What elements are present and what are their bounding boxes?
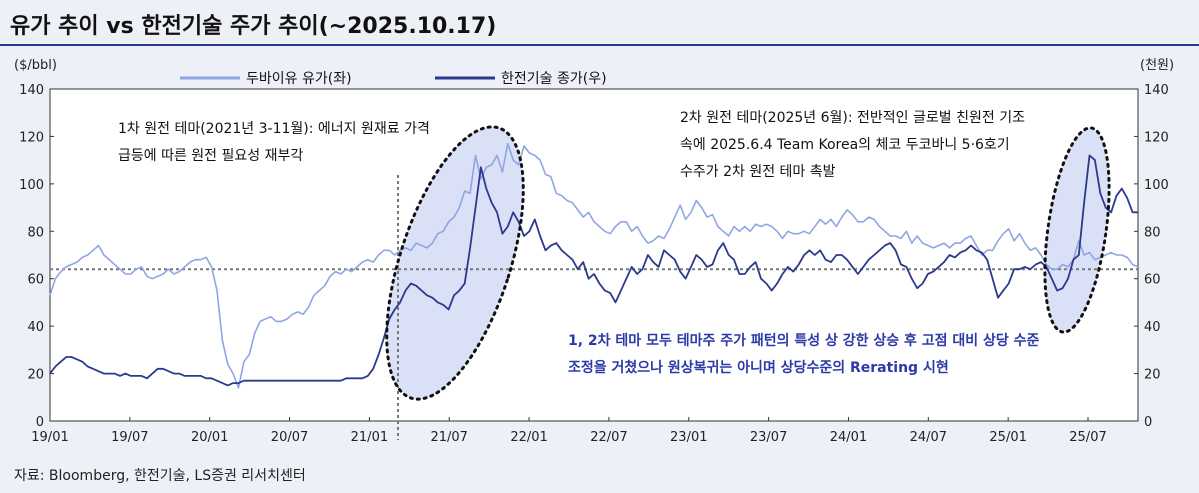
annotation-second-theme-line1: 2차 원전 테마(2025년 6월): 전반적인 글로벌 친원전 기조	[680, 110, 1025, 126]
right-axis-tick-label: 0	[1144, 415, 1152, 430]
x-axis-tick-label: 19/01	[31, 430, 68, 445]
annotation-second-theme-line3: 수주가 2차 원전 테마 촉발	[680, 164, 836, 180]
series-line-kepco	[49, 154, 1138, 387]
x-axis-tick-label: 22/07	[590, 430, 627, 445]
x-axis-tick-label: 20/07	[271, 430, 308, 445]
right-axis-unit: (천원)	[1140, 58, 1174, 73]
x-axis-tick-label: 21/01	[351, 430, 388, 445]
right-axis-tick-label: 120	[1144, 130, 1169, 145]
x-axis-tick-label: 19/07	[111, 430, 148, 445]
theme2-shade	[1044, 127, 1110, 333]
x-axis-tick-label: 25/07	[1069, 430, 1106, 445]
x-axis-tick-label: 23/01	[670, 430, 707, 445]
x-axis-tick-label: 23/07	[750, 430, 787, 445]
annotation-first-theme-line1: 1차 원전 테마(2021년 3-11월): 에너지 원재료 가격	[118, 121, 430, 137]
left-axis-tick-label: 80	[27, 225, 44, 240]
left-axis-tick-label: 20	[27, 368, 44, 383]
annotation-first-theme-line2: 급등에 따른 원전 필요성 재부각	[118, 148, 303, 164]
x-axis-tick-label: 21/07	[430, 430, 467, 445]
right-axis-tick-label: 140	[1144, 83, 1169, 98]
right-axis-tick-label: 40	[1144, 320, 1161, 335]
annotation-second-theme-line2: 속에 2025.6.4 Team Korea의 체코 두코바니 5·6호기	[680, 137, 1010, 153]
x-axis-tick-label: 22/01	[510, 430, 547, 445]
left-axis-tick-label: 60	[27, 273, 44, 288]
oil-vs-kepco-chart: 0 20 40 60 80 100 120 140 0 20 40 60 80 100 120 140 19/0…	[14, 58, 1174, 445]
x-axis-tick-label: 24/07	[910, 430, 947, 445]
page-title: 유가 추이 vs 한전기술 주가 추이(~2025.10.17)	[10, 14, 497, 39]
legend-label-kepco: 한전기술 종가(우)	[501, 71, 607, 87]
theme1-oval	[385, 125, 525, 401]
left-axis-tick-label: 40	[27, 320, 44, 335]
x-axis-tick-label: 24/01	[830, 430, 867, 445]
legend: 두바이유 유가(좌) 한전기술 종가(우)	[180, 71, 607, 87]
left-axis-tick-label: 120	[19, 130, 44, 145]
x-axis-tick-label: 20/01	[191, 430, 228, 445]
right-axis-tick-label: 60	[1144, 273, 1161, 288]
theme2-oval	[1043, 126, 1111, 334]
right-axis-tick-label: 20	[1144, 368, 1161, 383]
left-axis-tick-label: 100	[19, 178, 44, 193]
right-axis-tick-label: 80	[1144, 225, 1161, 240]
x-axis-tick-label: 25/01	[989, 430, 1026, 445]
right-axis-tick-label: 100	[1144, 178, 1169, 193]
left-axis-tick-label: 140	[19, 83, 44, 98]
source-note: 자료: Bloomberg, 한전기술, LS증권 리서치센터	[14, 468, 306, 484]
annotation-conclusion-line2: 조정을 거쳤으나 원상복귀는 아니며 상당수준의 Rerating 시현	[568, 359, 949, 376]
left-axis-tick-label: 0	[36, 415, 44, 430]
left-axis-unit: ($/bbl)	[14, 58, 57, 73]
title-rule	[0, 44, 1199, 46]
legend-label-oil: 두바이유 유가(좌)	[246, 71, 352, 87]
series-line-oil	[49, 142, 1139, 389]
annotation-conclusion-line1: 1, 2차 테마 모두 테마주 주가 패턴의 특성 상 강한 상승 후 고점 대…	[568, 332, 1040, 349]
